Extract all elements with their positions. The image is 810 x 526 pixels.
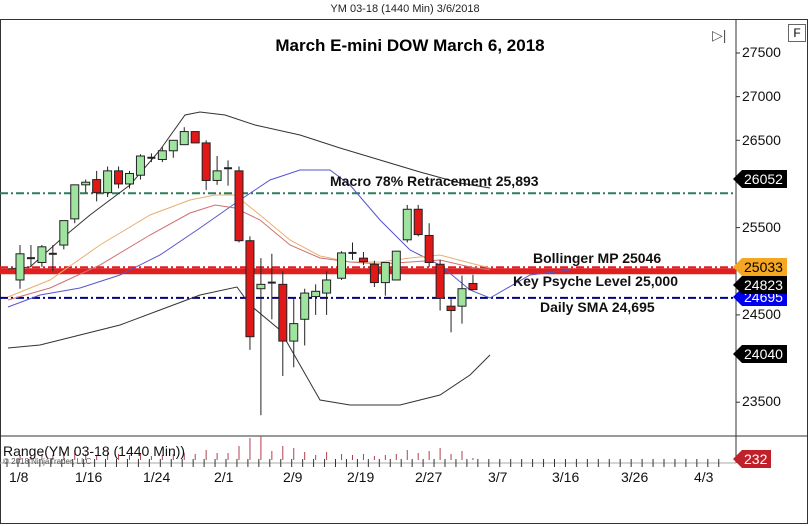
f-button[interactable]: F: [788, 24, 806, 42]
x-tick-1-24: 1/24: [143, 469, 171, 485]
candle: [168, 139, 178, 158]
candle: [15, 245, 25, 289]
price-tag-lower-band: 24040: [733, 345, 787, 363]
y-tick-25500: 25500: [742, 219, 781, 235]
candle: [48, 245, 57, 272]
candle: [424, 223, 434, 267]
candle: [179, 127, 189, 146]
sma-line: [7, 169, 571, 308]
candle: [135, 154, 145, 180]
bollinger-mp-label: Bollinger MP 25046: [533, 250, 662, 266]
bollinger-upper-line: [7, 111, 491, 270]
psyche-level-line: [0, 268, 736, 275]
scroll-to-end-button[interactable]: ▷|: [712, 27, 727, 43]
x-tick-3-26: 3/26: [621, 469, 649, 485]
candle: [234, 166, 244, 243]
candle: [190, 131, 200, 144]
candle: [267, 253, 276, 320]
candle: [300, 288, 310, 346]
candle: [446, 297, 456, 333]
candle: [289, 297, 299, 368]
x-tick-3-16: 3/16: [552, 469, 580, 485]
candle: [81, 179, 91, 193]
window-title: YM 03-18 (1440 Min) 3/6/2018: [330, 3, 480, 15]
x-tick-1-8: 1/8: [9, 469, 29, 485]
copyright: © 2018 NinjaTrader, LLC: [3, 457, 92, 466]
candle: [37, 245, 47, 267]
candle: [348, 242, 357, 260]
range-indicator-label: Range(YM 03-18 (1440 Min)): [3, 443, 186, 459]
candle: [337, 251, 347, 280]
candle: [457, 275, 467, 324]
candle: [278, 271, 288, 377]
candle: [70, 184, 80, 224]
range-value-tag: 232: [732, 450, 772, 468]
candle: [245, 236, 255, 350]
candle: [380, 262, 390, 296]
candle: [322, 271, 332, 315]
key-psyche-label: Key Psyche Level 25,000: [513, 273, 679, 289]
candle: [224, 160, 233, 186]
daily-sma-label: Daily SMA 24,695: [540, 299, 655, 315]
y-tick-27000: 27000: [742, 88, 781, 104]
x-tick-2-27: 2/27: [415, 469, 443, 485]
x-tick-1-16: 1/16: [75, 469, 103, 485]
candle: [147, 153, 156, 163]
y-tick-24500: 24500: [742, 306, 781, 322]
price-tag-last: 24823: [733, 276, 787, 294]
price-tag-26052: 26052: [733, 170, 787, 188]
candle: [256, 258, 266, 416]
candle: [212, 156, 222, 185]
candle: [413, 204, 423, 237]
y-tick-26500: 26500: [742, 132, 781, 148]
candle: [26, 245, 35, 267]
candle: [103, 166, 113, 198]
x-tick-2-1: 2/1: [214, 469, 234, 485]
price-tag-bollinger: 25033: [733, 258, 787, 276]
candle: [157, 147, 167, 163]
chart-title: March E-mini DOW March 6, 2018: [275, 36, 545, 55]
y-tick-23500: 23500: [742, 393, 781, 409]
candle: [468, 274, 478, 291]
x-tick-4-3: 4/3: [694, 469, 714, 485]
y-tick-27500: 27500: [742, 44, 781, 60]
candle: [201, 140, 211, 191]
candle: [125, 170, 134, 189]
candle: [391, 250, 401, 281]
candle: [402, 204, 412, 243]
candle: [59, 220, 69, 250]
candle: [92, 170, 102, 202]
candle: [369, 260, 379, 287]
candle: [358, 252, 368, 266]
candle: [435, 259, 445, 311]
x-tick-3-7: 3/7: [488, 469, 508, 485]
macro-retracement-label: Macro 78% Retracement 25,893: [330, 173, 539, 189]
x-tick-2-19: 2/19: [347, 469, 375, 485]
candle: [311, 284, 321, 315]
x-tick-2-9: 2/9: [283, 469, 303, 485]
candle: [114, 166, 124, 189]
